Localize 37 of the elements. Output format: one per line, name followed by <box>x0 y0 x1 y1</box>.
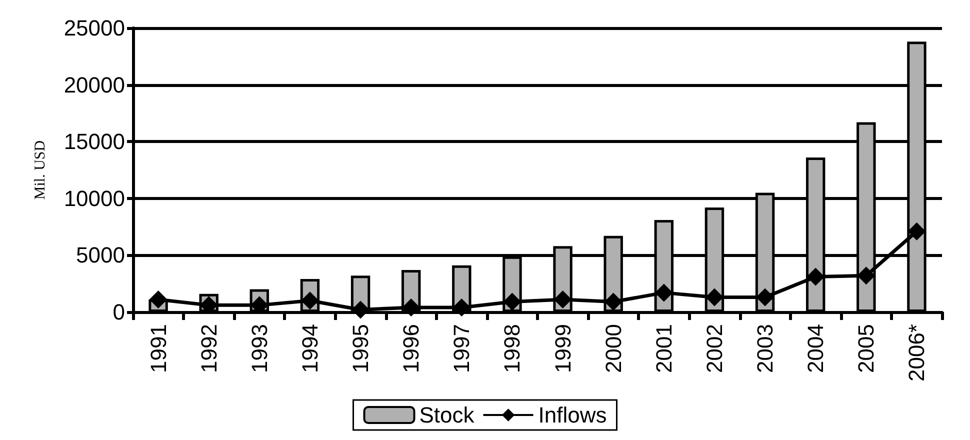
point <box>756 288 774 306</box>
y-tick-label: 5000 <box>76 242 125 268</box>
x-tick-label: 1996 <box>398 324 424 373</box>
x-tick-label: 2000 <box>600 324 626 373</box>
x-tick-label: 2001 <box>651 324 676 373</box>
point <box>857 266 876 285</box>
x-tick-label: 2006* <box>904 324 930 382</box>
y-tick-label: 25000 <box>64 16 125 40</box>
x-tick-label: 1991 <box>146 324 171 373</box>
y-tick-label: 0 <box>112 300 125 324</box>
y-tick-label: 15000 <box>64 129 125 154</box>
point <box>654 284 673 302</box>
point <box>705 288 724 306</box>
y-tick-label: 10000 <box>64 186 125 211</box>
x-tick-label: 1997 <box>449 324 474 373</box>
x-tick-label: 2002 <box>702 324 727 373</box>
legend-label: Stock <box>419 402 476 428</box>
point <box>604 292 622 311</box>
point <box>452 298 471 316</box>
x-tick-label: 1994 <box>297 324 322 373</box>
point <box>402 298 420 316</box>
x-tick-label: 1999 <box>550 324 576 373</box>
point <box>149 290 168 309</box>
legend-label: Inflows <box>538 402 607 428</box>
y-axis-title: Mil. USD <box>32 140 48 200</box>
point <box>554 290 572 309</box>
x-tick-label: 2004 <box>803 324 828 373</box>
point <box>806 268 825 286</box>
x-tick-label: 1998 <box>500 324 525 373</box>
x-tick-label: 1993 <box>246 324 272 373</box>
x-tick-label: 2003 <box>752 324 778 373</box>
x-tick-label: 1995 <box>348 324 374 373</box>
point <box>908 222 926 240</box>
point <box>503 292 522 311</box>
x-tick-label: 1992 <box>196 324 222 373</box>
x-tick-label: 2005 <box>854 324 879 373</box>
y-tick-label: 20000 <box>64 72 125 98</box>
